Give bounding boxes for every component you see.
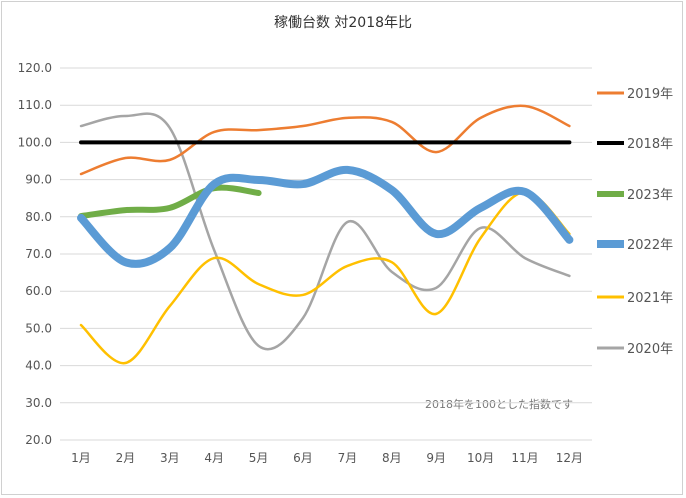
- legend-label: 2018年: [627, 137, 673, 152]
- chart-title: 稼働台数 対2018年比: [274, 15, 412, 31]
- x-tick-label: 5月: [249, 451, 269, 465]
- chart-annotation: 2018年を100とした指数です: [425, 397, 573, 411]
- y-tick-label: 100.0: [18, 135, 52, 149]
- series-line-2020: [79, 112, 571, 351]
- x-tick-label: 9月: [426, 451, 446, 465]
- x-tick-label: 6月: [293, 451, 313, 465]
- x-tick-label: 10月: [467, 451, 494, 465]
- series-line-2022: [77, 165, 574, 268]
- series-line-2019: [79, 104, 571, 176]
- y-tick-label: 120.0: [18, 61, 52, 75]
- x-tick-label: 11月: [511, 451, 538, 465]
- y-tick-label: 80.0: [25, 210, 52, 224]
- y-tick-label: 30.0: [25, 396, 52, 410]
- x-tick-label: 7月: [338, 451, 358, 465]
- x-tick-label: 8月: [382, 451, 402, 465]
- legend-label: 2022年: [627, 238, 673, 253]
- x-tick-label: 4月: [204, 451, 224, 465]
- y-tick-label: 20.0: [25, 433, 52, 447]
- y-tick-label: 110.0: [18, 98, 52, 112]
- legend-label: 2021年: [627, 291, 673, 306]
- y-tick-label: 40.0: [25, 359, 52, 373]
- y-tick-label: 60.0: [25, 284, 52, 298]
- x-tick-label: 1月: [71, 451, 91, 465]
- x-tick-label: 12月: [556, 451, 583, 465]
- x-tick-label: 3月: [160, 451, 180, 465]
- legend-label: 2020年: [627, 342, 673, 357]
- series-line-2021: [79, 190, 571, 365]
- legend-label: 2023年: [627, 188, 673, 203]
- legend-label: 2019年: [627, 87, 673, 102]
- y-tick-label: 70.0: [25, 247, 52, 261]
- x-tick-label: 2月: [116, 451, 136, 465]
- series-line-2023: [78, 184, 262, 220]
- y-tick-label: 90.0: [25, 173, 52, 187]
- y-tick-label: 50.0: [25, 321, 52, 335]
